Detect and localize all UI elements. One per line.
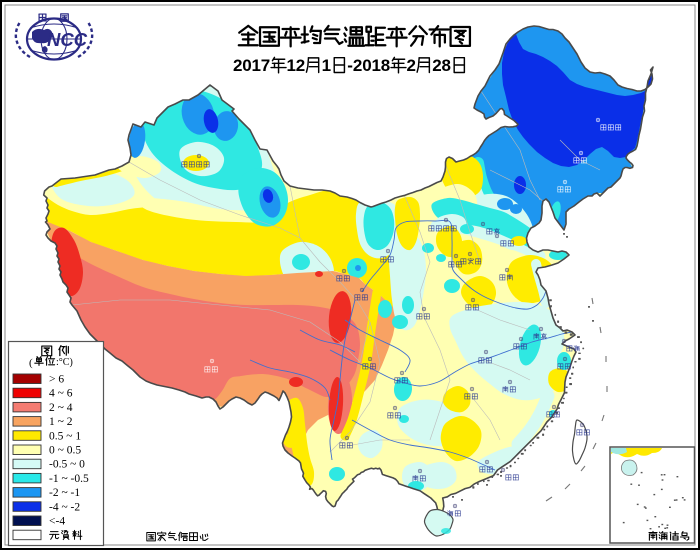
svg-text:-2 ~ -1: -2 ~ -1 [49,487,80,499]
svg-text:8: 8 [442,56,451,75]
svg-text:0 ~ 0.5: 0 ~ 0.5 [49,445,81,457]
svg-text:-: - [347,56,353,75]
svg-text:<-4: <-4 [49,516,65,528]
svg-text:-4 ~ -2: -4 ~ -2 [49,501,80,513]
svg-text:8: 8 [381,56,390,75]
svg-text:1 ~ 2: 1 ~ 2 [49,416,73,428]
svg-text:0: 0 [362,56,371,75]
svg-text:1: 1 [372,56,381,75]
svg-text:> 6: > 6 [49,374,64,386]
svg-text:4 ~ 6: 4 ~ 6 [49,388,73,400]
svg-text:NCC: NCC [47,29,88,50]
svg-text:2: 2 [407,56,416,75]
svg-text::°C): :°C) [56,357,73,368]
svg-text:2: 2 [233,56,242,75]
svg-text:-0.5 ~ 0: -0.5 ~ 0 [49,459,85,471]
svg-text:1: 1 [252,56,261,75]
svg-text:0.5 ~ 1: 0.5 ~ 1 [49,430,81,442]
svg-text:2: 2 [432,56,441,75]
svg-text:1: 1 [322,56,331,75]
svg-text:2: 2 [353,56,362,75]
svg-text:2: 2 [296,56,305,75]
svg-text:2 ~ 4: 2 ~ 4 [49,402,73,414]
svg-text:(: ( [29,357,33,369]
svg-text:0: 0 [242,56,251,75]
svg-text:1: 1 [287,56,296,75]
svg-text:-1 ~ -0.5: -1 ~ -0.5 [49,473,89,485]
svg-text:7: 7 [261,56,270,75]
